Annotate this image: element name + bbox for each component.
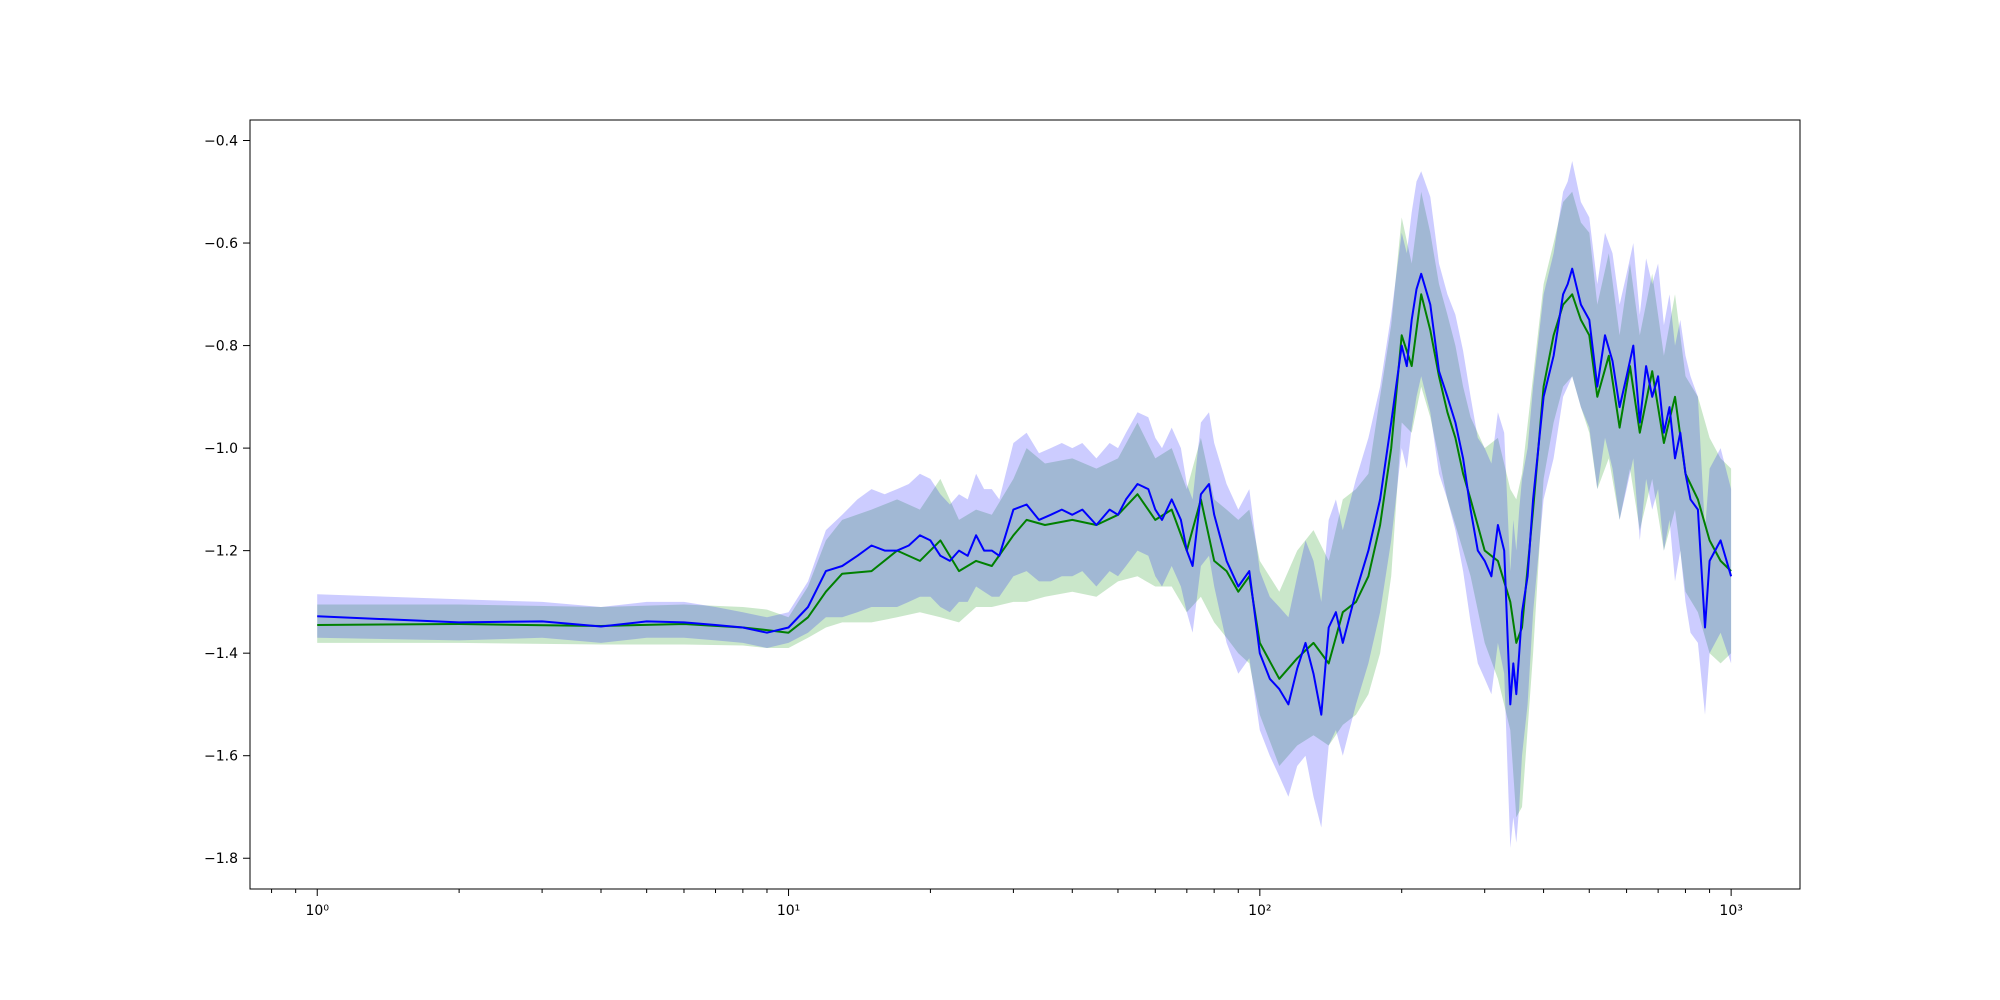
y-tick-label: −1.2 xyxy=(204,544,238,560)
x-tick-label: 10² xyxy=(1248,903,1271,919)
y-tick-label: −1.0 xyxy=(204,441,238,457)
x-tick-label: 10⁰ xyxy=(306,903,330,919)
y-tick-label: −1.8 xyxy=(204,851,238,867)
series-2-line xyxy=(317,267,1733,716)
y-tick-label: −1.6 xyxy=(204,749,238,765)
series-1-line xyxy=(317,293,1732,680)
x-axis-ticks: 10⁰ 10¹ 10² 10³ xyxy=(271,889,1743,919)
x-tick-label: 10³ xyxy=(1719,903,1742,919)
x-tick-label: 10¹ xyxy=(777,903,800,919)
y-tick-label: −0.4 xyxy=(204,134,238,150)
plot-frame xyxy=(249,119,1801,890)
y-axis-ticks: −0.4 −0.6 −0.8 −1.0 −1.2 −1.4 −1.6 −1.8 xyxy=(204,134,250,867)
series-lines xyxy=(317,267,1733,716)
y-tick-label: −1.4 xyxy=(204,646,238,662)
y-tick-label: −0.6 xyxy=(204,236,238,252)
y-tick-label: −0.8 xyxy=(204,339,238,355)
